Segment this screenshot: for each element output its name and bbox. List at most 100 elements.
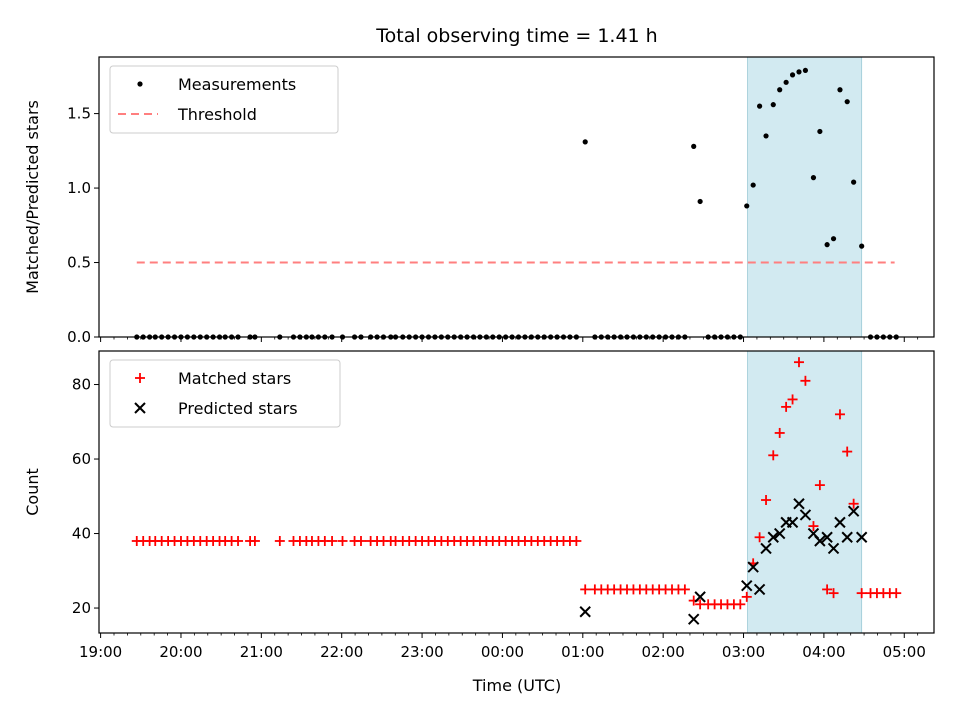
measurements-point [770, 102, 776, 108]
legend-swatch [135, 373, 145, 383]
matched-stars-point [761, 495, 772, 506]
predicted-stars-point [579, 606, 591, 618]
predicted-stars-point [847, 505, 860, 517]
matched-stars-point [856, 588, 867, 599]
matched-stars-point [800, 375, 811, 386]
bottom-panel-frame [98, 350, 935, 634]
x-tick-label: 21:00 [240, 643, 283, 661]
legend-entry: Matched stars [135, 369, 291, 388]
bottom-panel-marks [131, 357, 902, 625]
measurements-point [802, 67, 809, 74]
x-tick-label: 02:00 [642, 643, 685, 661]
y-tick-label: 80 [72, 376, 91, 394]
predicted-stars-point [855, 531, 868, 543]
matched-stars-point [781, 401, 792, 412]
matched-stars-point [274, 535, 285, 546]
measurements-point [757, 103, 763, 109]
predicted-stars-point [694, 591, 706, 603]
predicted-stars-point [741, 579, 753, 592]
y-tick-label: 20 [72, 599, 91, 617]
matched-stars-point [233, 535, 244, 546]
measurements-point [582, 139, 588, 145]
predicted-stars-point [747, 561, 759, 573]
bottom-panel: 20 40 60 80 19:00 20:00 21:00 22:00 23:00 00:00 0… [23, 350, 935, 661]
x-tick-label: 20:00 [159, 643, 202, 661]
x-tick-label: 22:00 [320, 643, 363, 661]
matched-stars-point [580, 584, 591, 595]
measurements-point [817, 128, 823, 135]
matched-stars-point [768, 450, 779, 461]
y-tick-label: 0.0 [67, 328, 91, 346]
predicted-stars-point [793, 498, 805, 510]
measurements-point [777, 87, 783, 93]
predicted-stars-point [753, 583, 766, 596]
legend-entry: Measurements [137, 75, 296, 94]
matched-stars-point [808, 521, 819, 532]
y-ticks-top: 0.0 0.5 1.0 1.5 [67, 105, 99, 346]
x-tick-label: 04:00 [802, 643, 845, 661]
x-axis-label: Time (UTC) [472, 676, 561, 695]
predicted-stars-point [841, 531, 853, 543]
legend-entry: Threshold [118, 105, 257, 124]
matched-stars-point [249, 535, 260, 546]
measurements-point [810, 175, 817, 181]
measurements-point [763, 133, 769, 139]
legend-label: Predicted stars [178, 399, 298, 418]
measurements-point [830, 236, 837, 242]
matched-stars-point [754, 532, 765, 543]
x-ticks-bottom: 19:00 20:00 21:00 22:00 23:00 00:00 01:00 02:00… [79, 633, 926, 661]
legend-entry: Predicted stars [134, 399, 298, 418]
legend-box [109, 359, 341, 428]
measurements-point [789, 72, 796, 78]
measurements-point [837, 87, 843, 93]
top-panel-frame [98, 56, 935, 338]
bottom-legend: Matched stars Predicted stars [109, 359, 341, 428]
matched-stars-point [355, 535, 366, 546]
chart-title: Total observing time = 1.41 h [375, 25, 657, 47]
legend-label: Measurements [178, 75, 296, 94]
legend-label: Matched stars [178, 369, 291, 388]
matched-stars-point [787, 394, 798, 405]
matched-stars-point [793, 357, 804, 368]
matched-stars-point [848, 498, 859, 509]
legend-label: Threshold [177, 105, 257, 124]
matched-stars-point [814, 480, 825, 491]
matched-stars-point [774, 427, 785, 438]
predicted-stars-point [786, 516, 799, 529]
top-legend: Measurements Threshold [109, 65, 339, 134]
highlight-span-top [747, 56, 863, 338]
measurements-point [744, 203, 750, 209]
measurements-point [691, 143, 697, 149]
predicted-stars-point [821, 531, 833, 543]
y-tick-label: 60 [72, 450, 91, 468]
predicted-stars-point [799, 509, 812, 521]
predicted-stars-point [834, 516, 846, 529]
y-tick-label: 40 [72, 525, 91, 543]
predicted-stars-point [827, 542, 840, 555]
x-tick-label: 03:00 [722, 643, 765, 661]
y-ticks-bottom: 20 40 60 80 [72, 376, 99, 617]
measurements-point [851, 179, 857, 185]
measurements-point [783, 79, 789, 85]
x-tick-label: 05:00 [883, 643, 926, 661]
bottom-y-axis-label: Count [23, 468, 42, 516]
predicted-stars-point [773, 527, 786, 540]
matched-stars-point [571, 535, 582, 546]
measurements-point [844, 99, 850, 105]
matched-stars-point [741, 591, 752, 602]
measurements-point [824, 242, 830, 248]
x-tick-label: 19:00 [79, 643, 122, 661]
matched-stars-point [822, 584, 833, 595]
y-tick-label: 1.0 [67, 179, 91, 197]
predicted-stars-point [767, 531, 779, 543]
legend-swatch [134, 402, 146, 414]
top-panel: 0.0 0.5 1.0 1.5 Matched/Predicted stars Mea… [23, 56, 935, 346]
predicted-stars-point [814, 535, 826, 547]
highlight-span-bottom [747, 350, 863, 634]
measurements-point [796, 69, 802, 75]
legend-swatch [137, 81, 143, 87]
matched-stars-point [337, 535, 348, 546]
matched-stars-point [842, 446, 853, 457]
predicted-stars-point [687, 613, 700, 625]
